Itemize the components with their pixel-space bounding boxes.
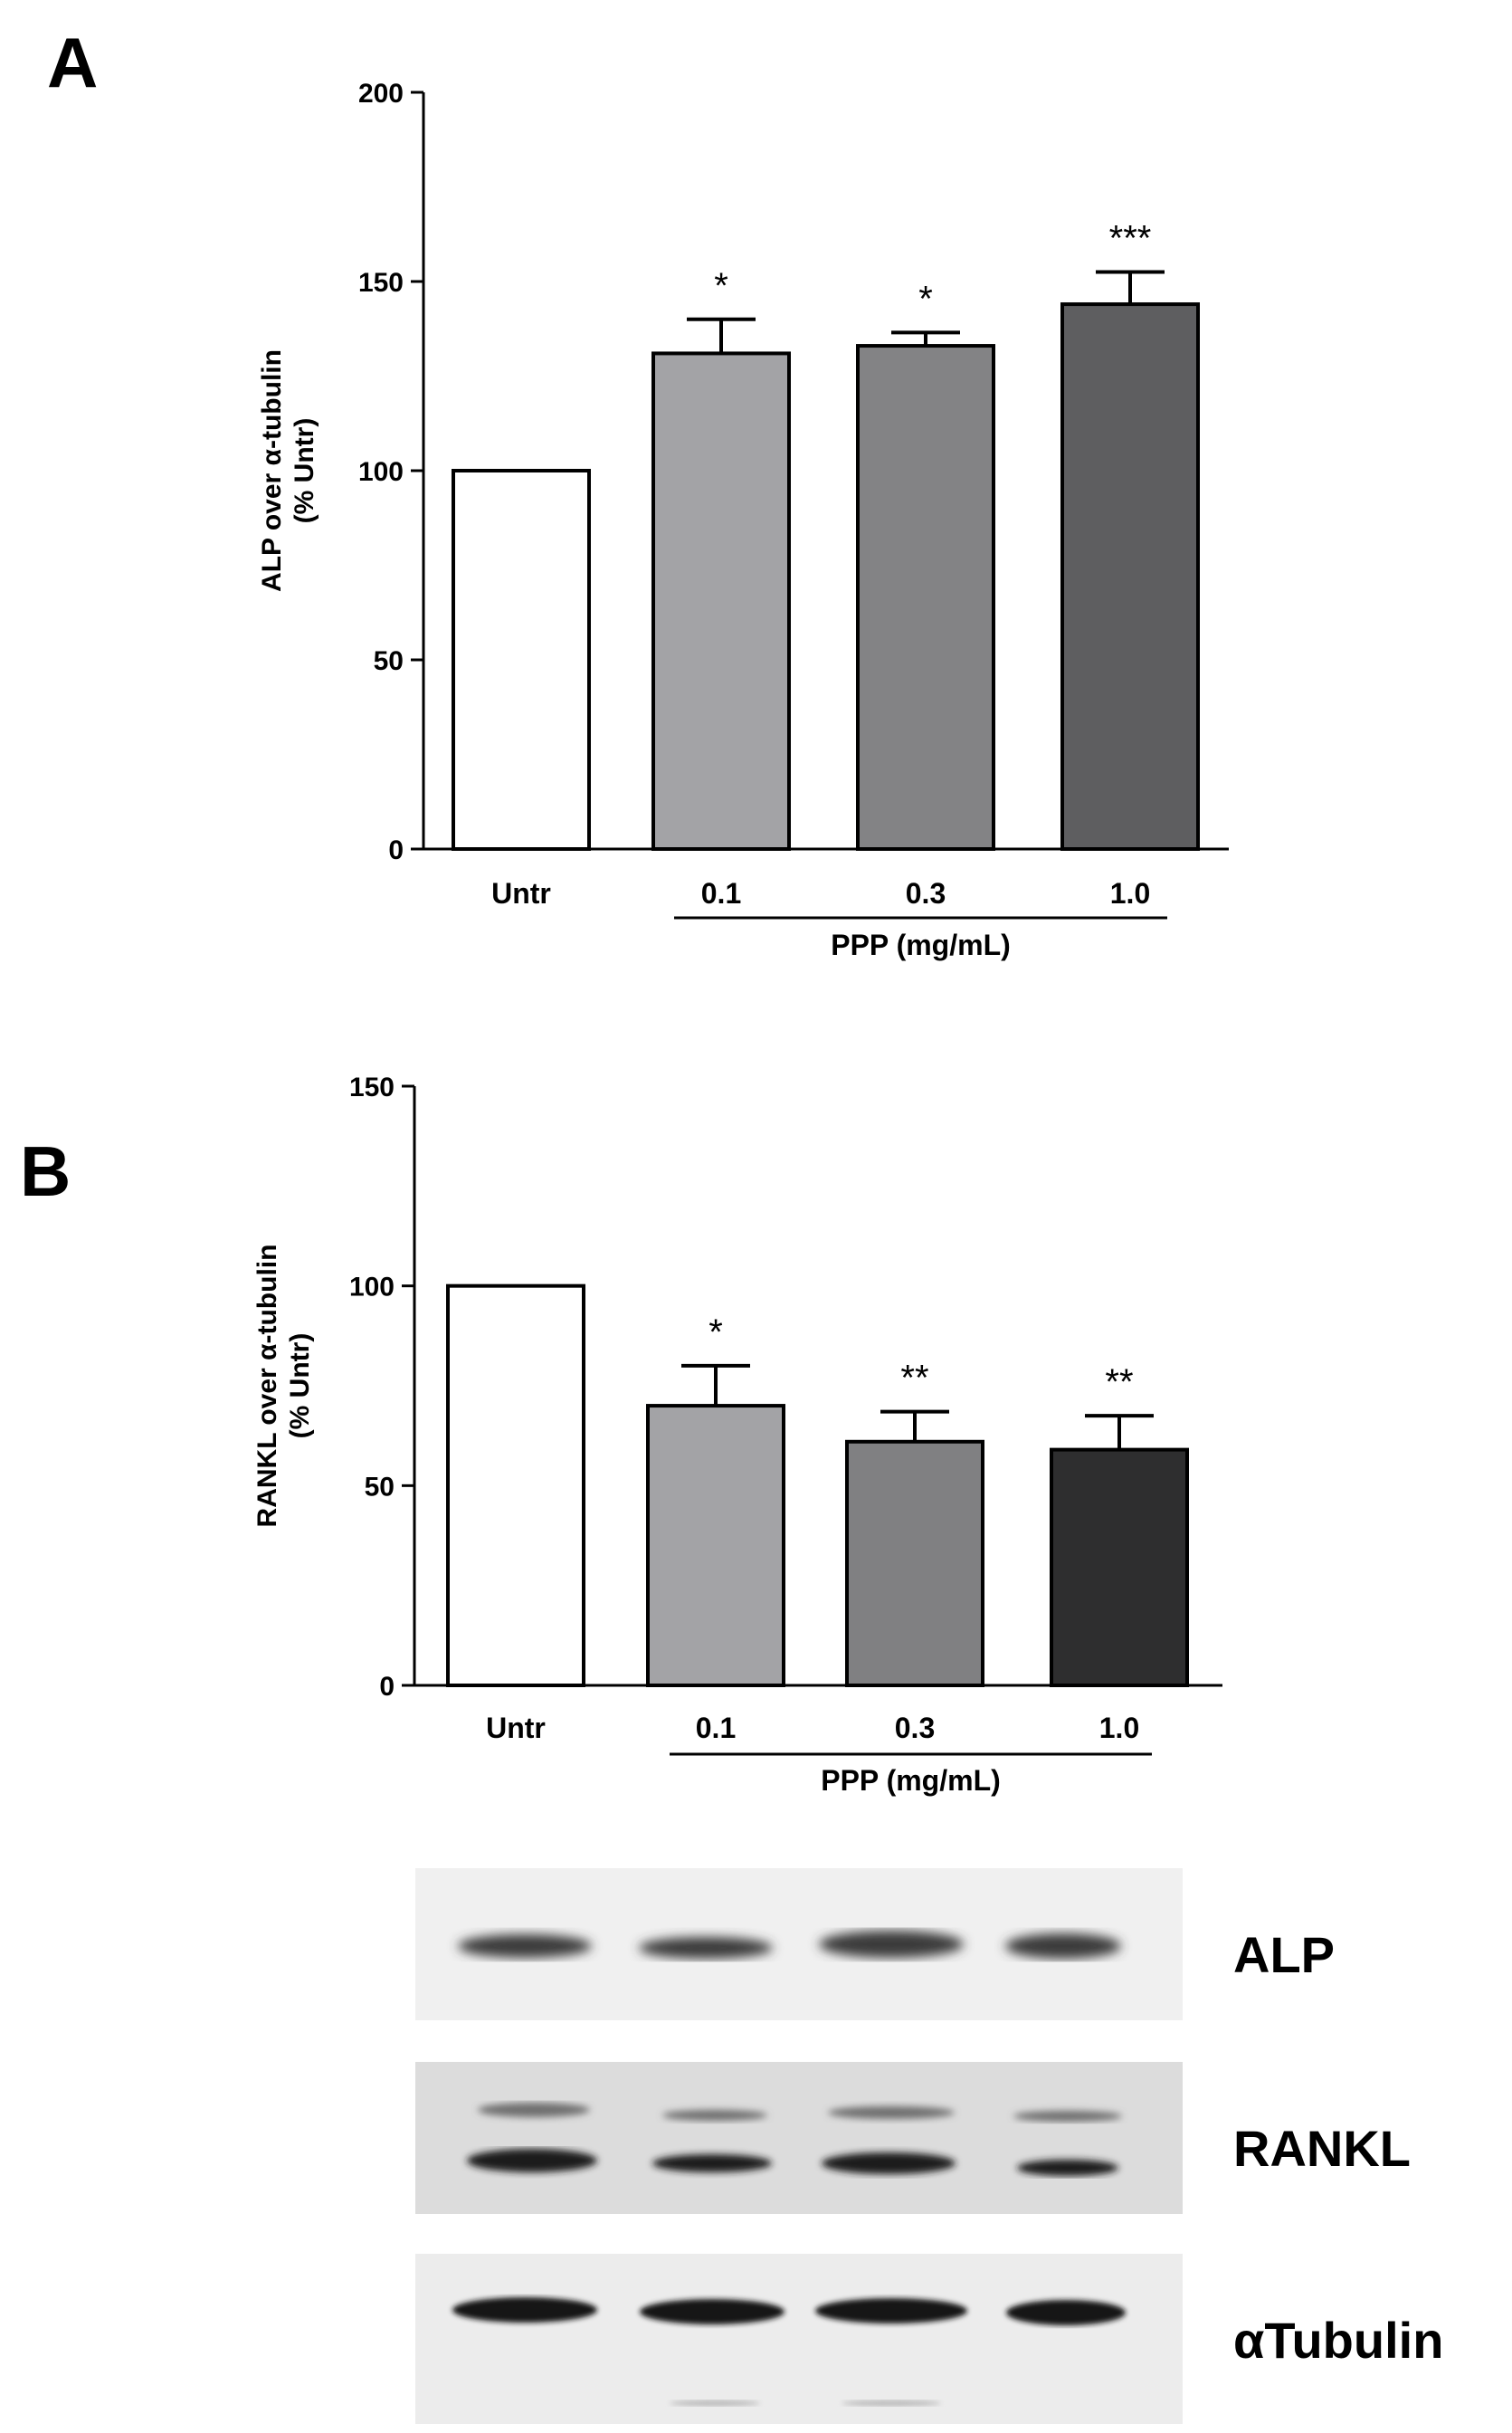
panel-letter-b: B xyxy=(20,1131,71,1211)
significance-label: ** xyxy=(900,1359,928,1398)
y-axis-label: ALP over α-tubulin (% Untr) xyxy=(257,349,319,592)
y-tick-label: 100 xyxy=(358,457,404,487)
group-label: PPP (mg/mL) xyxy=(831,929,1011,961)
category-label: 0.3 xyxy=(895,1712,935,1744)
significance-label: * xyxy=(708,1312,723,1352)
category-label: Untr xyxy=(486,1712,546,1744)
chart-b-rankl: 0 50 100 150 RANKL over α-tubulin (% Untr) Unt… xyxy=(252,1073,1222,1797)
blot-label-alp: ALP xyxy=(1233,1926,1335,1983)
blot-label-rankl: RANKL xyxy=(1233,2120,1411,2177)
category-label: 0.1 xyxy=(696,1712,736,1744)
blot-tubulin xyxy=(415,2254,1183,2424)
western-blot-panel: ALP RANKL αTubulin xyxy=(0,1856,1512,2428)
category-label: 1.0 xyxy=(1099,1712,1139,1744)
y-tick-label: 200 xyxy=(358,79,404,109)
category-label: 0.1 xyxy=(701,877,741,910)
category-label: 0.3 xyxy=(906,877,946,910)
bar-0.1 xyxy=(646,1404,785,1687)
y-tick-label: 0 xyxy=(379,1672,395,1702)
significance-label: *** xyxy=(1109,219,1152,259)
bar-Untr xyxy=(446,1283,585,1687)
blot-alp xyxy=(415,1868,1183,2020)
y-tick-label: 50 xyxy=(365,1472,395,1502)
panel-letter-a: A xyxy=(47,23,99,102)
bar-Untr xyxy=(452,469,591,851)
bar-0.3 xyxy=(845,1439,984,1687)
y-tick-label: 50 xyxy=(374,646,404,676)
significance-label: * xyxy=(918,279,933,319)
blot-rankl xyxy=(415,2062,1183,2214)
y-tick-label: 150 xyxy=(358,268,404,298)
y-tick-label: 0 xyxy=(388,835,404,865)
blot-images xyxy=(415,1868,1183,2424)
y-tick-label: 150 xyxy=(349,1073,395,1102)
significance-label: * xyxy=(714,266,728,306)
bar-0.1 xyxy=(651,351,791,852)
blot-label-tubulin: αTubulin xyxy=(1233,2312,1444,2369)
significance-label: ** xyxy=(1105,1362,1133,1402)
group-label: PPP (mg/mL) xyxy=(821,1764,1001,1797)
chart-a-alp: 0 50 100 150 200 ALP over α-tubulin (% Untr) Un… xyxy=(257,79,1229,961)
y-axis-label: RANKL over α-tubulin (% Untr) xyxy=(252,1245,315,1528)
bar-1.0 xyxy=(1060,302,1200,851)
bar-1.0 xyxy=(1050,1447,1189,1687)
y-tick-label: 100 xyxy=(349,1273,395,1302)
category-label: 1.0 xyxy=(1110,877,1150,910)
category-label: Untr xyxy=(491,877,551,910)
bar-0.3 xyxy=(856,344,995,851)
